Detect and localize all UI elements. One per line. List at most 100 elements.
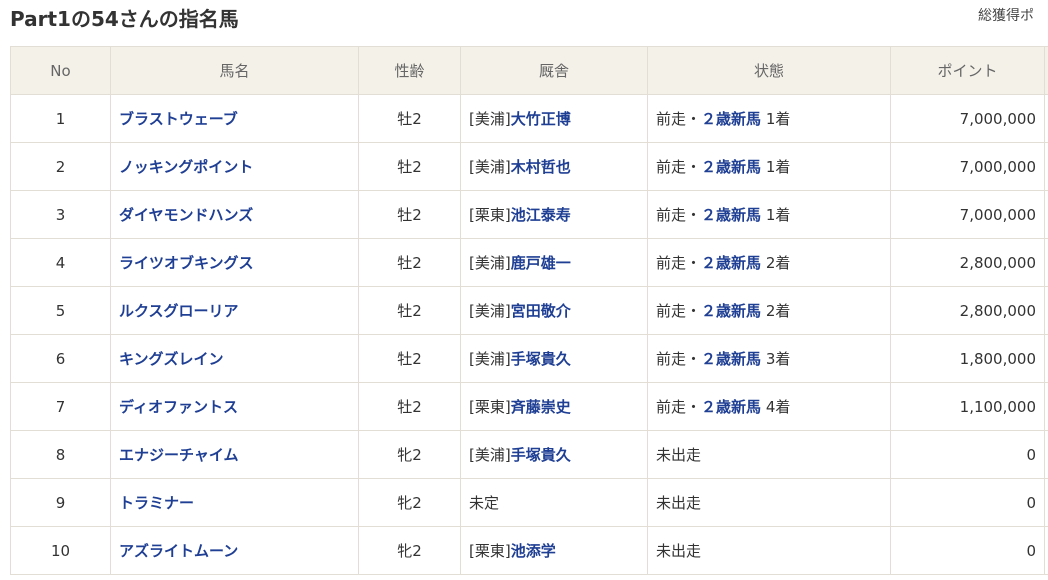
sex-age: 牡2 bbox=[358, 334, 461, 383]
stable-region: [栗東] bbox=[469, 542, 511, 560]
status-text: 未出走 bbox=[656, 446, 702, 464]
sex-age: 牡2 bbox=[358, 382, 461, 431]
points: 7,000,000 bbox=[890, 142, 1045, 191]
status-text: 未出走 bbox=[656, 494, 702, 512]
race-link[interactable]: ２歳新馬 bbox=[701, 302, 762, 320]
points: 1,800,000 bbox=[890, 334, 1045, 383]
race-link[interactable]: ２歳新馬 bbox=[701, 254, 762, 272]
table-row: 3 ダイヤモンドハンズ 牡2 [栗東]池江泰寿 前走・２歳新馬 1着 7,000,000 bbox=[10, 190, 1048, 239]
row-no: 10 bbox=[10, 526, 111, 575]
horse-name-link[interactable]: ブラストウェーブ bbox=[119, 110, 238, 128]
stable-cell: [栗東]斉藤崇史 bbox=[460, 382, 648, 431]
stable-region: [栗東] bbox=[469, 398, 511, 416]
trainer-link[interactable]: 大竹正博 bbox=[510, 110, 571, 128]
stable-cell: 未定 bbox=[460, 478, 648, 527]
finish: 4着 bbox=[765, 398, 791, 416]
stable-cell: [美浦]木村哲也 bbox=[460, 142, 648, 191]
sex-age: 牡2 bbox=[358, 286, 461, 335]
stable-region: [美浦] bbox=[469, 302, 511, 320]
extra-cell bbox=[1044, 430, 1048, 479]
horse-name-link[interactable]: キングズレイン bbox=[119, 350, 224, 368]
column-header: 性齢 bbox=[358, 46, 461, 95]
points: 2,800,000 bbox=[890, 238, 1045, 287]
trainer-link[interactable]: 斉藤崇史 bbox=[510, 398, 571, 416]
stable-region: [美浦] bbox=[469, 350, 511, 368]
trainer-link[interactable]: 宮田敬介 bbox=[510, 302, 571, 320]
trainer-link[interactable]: 手塚貴久 bbox=[510, 350, 571, 368]
column-header: No bbox=[10, 46, 111, 95]
row-no: 2 bbox=[10, 142, 111, 191]
status-cell: 未出走 bbox=[647, 430, 891, 479]
horse-name-link[interactable]: トラミナー bbox=[119, 494, 195, 512]
status-text: 未出走 bbox=[656, 542, 702, 560]
status-text: 前走・ bbox=[656, 158, 702, 176]
finish: 1着 bbox=[765, 206, 791, 224]
status-cell: 前走・２歳新馬 2着 bbox=[647, 286, 891, 335]
status-text: 前走・ bbox=[656, 206, 702, 224]
extra-cell bbox=[1044, 142, 1048, 191]
column-header: 状態 bbox=[647, 46, 891, 95]
stable-region: [美浦] bbox=[469, 110, 511, 128]
stable-region: [美浦] bbox=[469, 158, 511, 176]
stable-region: 未定 bbox=[469, 494, 500, 512]
points: 1,100,000 bbox=[890, 382, 1045, 431]
stable-cell: [美浦]手塚貴久 bbox=[460, 430, 648, 479]
trainer-link[interactable]: 手塚貴久 bbox=[510, 446, 571, 464]
points: 0 bbox=[890, 430, 1045, 479]
row-no: 8 bbox=[10, 430, 111, 479]
race-link[interactable]: ２歳新馬 bbox=[701, 158, 762, 176]
table-row: 8 エナジーチャイム 牝2 [美浦]手塚貴久 未出走 0 bbox=[10, 430, 1048, 479]
horse-name-link[interactable]: アズライトムーン bbox=[119, 542, 239, 560]
table-row: 7 ディオファントス 牡2 [栗東]斉藤崇史 前走・２歳新馬 4着 1,100,000 bbox=[10, 382, 1048, 431]
sex-age: 牡2 bbox=[358, 190, 461, 239]
sex-age: 牡2 bbox=[358, 94, 461, 143]
stable-cell: [美浦]手塚貴久 bbox=[460, 334, 648, 383]
stable-cell: [美浦]大竹正博 bbox=[460, 94, 648, 143]
status-cell: 未出走 bbox=[647, 478, 891, 527]
trainer-link[interactable]: 木村哲也 bbox=[510, 158, 571, 176]
trainer-link[interactable]: 池添学 bbox=[510, 542, 556, 560]
row-no: 5 bbox=[10, 286, 111, 335]
horse-name-link[interactable]: ディオファントス bbox=[119, 398, 238, 416]
table-row: 4 ライツオブキングス 牡2 [美浦]鹿戸雄一 前走・２歳新馬 2着 2,800,000 bbox=[10, 238, 1048, 287]
status-cell: 前走・２歳新馬 1着 bbox=[647, 190, 891, 239]
points: 2,800,000 bbox=[890, 286, 1045, 335]
finish: 2着 bbox=[765, 254, 791, 272]
status-cell: 前走・２歳新馬 1着 bbox=[647, 142, 891, 191]
table-header: No 馬名 性齢 厩舎 状態 ポイント bbox=[10, 46, 1048, 95]
sex-age: 牝2 bbox=[358, 526, 461, 575]
table-row: 1 ブラストウェーブ 牡2 [美浦]大竹正博 前走・２歳新馬 1着 7,000,000 bbox=[10, 94, 1048, 143]
status-cell: 未出走 bbox=[647, 526, 891, 575]
finish: 1着 bbox=[765, 110, 791, 128]
race-link[interactable]: ２歳新馬 bbox=[701, 110, 762, 128]
points: 7,000,000 bbox=[890, 190, 1045, 239]
extra-cell bbox=[1044, 382, 1048, 431]
stable-region: [美浦] bbox=[469, 446, 511, 464]
sex-age: 牡2 bbox=[358, 142, 461, 191]
table-row: 2 ノッキングポイント 牡2 [美浦]木村哲也 前走・２歳新馬 1着 7,000,000 bbox=[10, 142, 1048, 191]
column-header: ポイント bbox=[890, 46, 1045, 95]
row-no: 6 bbox=[10, 334, 111, 383]
row-no: 7 bbox=[10, 382, 111, 431]
horse-name-link[interactable]: ライツオブキングス bbox=[119, 254, 254, 272]
race-link[interactable]: ２歳新馬 bbox=[701, 398, 762, 416]
status-text: 前走・ bbox=[656, 398, 702, 416]
status-cell: 前走・２歳新馬 1着 bbox=[647, 94, 891, 143]
horse-name-link[interactable]: ルクスグローリア bbox=[119, 302, 239, 320]
horse-name-link[interactable]: エナジーチャイム bbox=[119, 446, 239, 464]
extra-cell bbox=[1044, 94, 1048, 143]
status-cell: 前走・２歳新馬 2着 bbox=[647, 238, 891, 287]
horse-name-link[interactable]: ダイヤモンドハンズ bbox=[119, 206, 254, 224]
status-text: 前走・ bbox=[656, 302, 702, 320]
trainer-link[interactable]: 鹿戸雄一 bbox=[510, 254, 571, 272]
extra-cell bbox=[1044, 334, 1048, 383]
race-link[interactable]: ２歳新馬 bbox=[701, 350, 762, 368]
sex-age: 牝2 bbox=[358, 478, 461, 527]
stable-region: [美浦] bbox=[469, 254, 511, 272]
column-header-extra bbox=[1044, 46, 1048, 95]
horse-name-link[interactable]: ノッキングポイント bbox=[119, 158, 254, 176]
table-row: 10 アズライトムーン 牝2 [栗東]池添学 未出走 0 bbox=[10, 526, 1048, 575]
row-no: 9 bbox=[10, 478, 111, 527]
race-link[interactable]: ２歳新馬 bbox=[701, 206, 762, 224]
trainer-link[interactable]: 池江泰寿 bbox=[510, 206, 571, 224]
